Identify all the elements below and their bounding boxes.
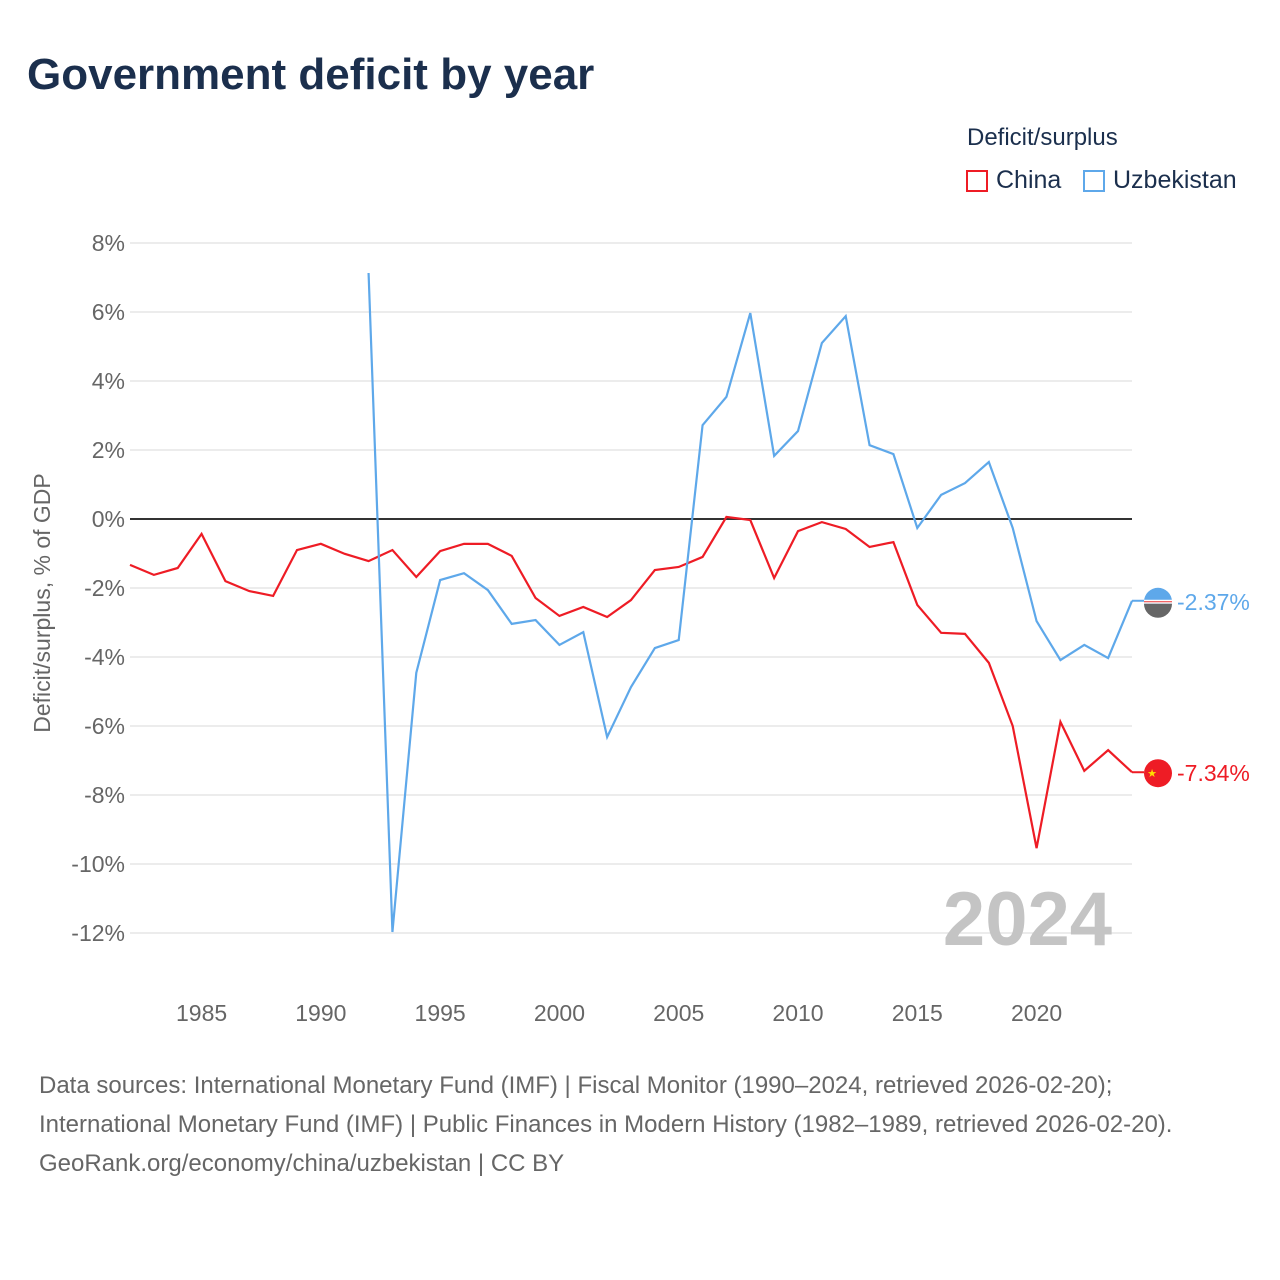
- credit-link[interactable]: GeoRank.org/economy/china/uzbekistan | C…: [39, 1150, 565, 1177]
- x-tick-label: 2015: [892, 1000, 943, 1026]
- y-tick-label: 6%: [92, 299, 125, 325]
- x-tick-label: 2005: [653, 1000, 704, 1026]
- y-tick-label: -2%: [84, 575, 125, 601]
- y-tick-label: 2%: [92, 437, 125, 463]
- legend-swatch-china: [966, 169, 988, 192]
- chart-title: Government deficit by year: [27, 50, 595, 99]
- legend-title: Deficit/surplus: [967, 124, 1118, 151]
- y-tick-label: 0%: [92, 506, 125, 532]
- y-tick-label: -6%: [84, 713, 125, 739]
- y-tick-label: -10%: [71, 851, 125, 877]
- legend-swatch-uzbekistan: [1083, 169, 1105, 192]
- series-line-uzbekistan: [367, 272, 1134, 933]
- legend-item-uzbekistan[interactable]: Uzbekistan: [1083, 166, 1237, 195]
- x-tick-label: 1985: [176, 1000, 227, 1026]
- flag-band: [1144, 603, 1172, 618]
- flag-star: ★: [1147, 768, 1157, 780]
- x-tick-label: 2000: [534, 1000, 585, 1026]
- line-chart: 8% 6% 4% 2% 0% -2% -4% -6% -8% -10% -12% 1985 1990 19…: [29, 230, 1250, 1026]
- x-tick-label: 2020: [1011, 1000, 1062, 1026]
- x-tick-label: 1990: [295, 1000, 346, 1026]
- end-value-label: -2.37%: [1177, 589, 1250, 615]
- y-tick-label: -8%: [84, 782, 125, 808]
- x-tick-label: 2010: [772, 1000, 823, 1026]
- legend-label: Uzbekistan: [1113, 166, 1237, 194]
- series-line-china: [129, 515, 1133, 849]
- footer: Data sources: International Monetary Fun…: [39, 1066, 1239, 1183]
- y-tick-label: -4%: [84, 644, 125, 670]
- legend-item-china[interactable]: China: [966, 166, 1061, 195]
- legend-label: China: [996, 166, 1062, 194]
- china-flag-icon: [1144, 759, 1172, 788]
- y-axis-label: Deficit/surplus, % of GDP: [29, 473, 55, 732]
- y-tick-label: -12%: [71, 920, 125, 946]
- end-value-label: -7.34%: [1177, 760, 1250, 786]
- x-tick-label: 1995: [415, 1000, 466, 1026]
- year-watermark: 2024: [943, 877, 1112, 962]
- y-tick-label: 4%: [92, 368, 125, 394]
- data-sources: Data sources: International Monetary Fun…: [39, 1072, 1173, 1138]
- y-tick-label: 8%: [92, 230, 125, 256]
